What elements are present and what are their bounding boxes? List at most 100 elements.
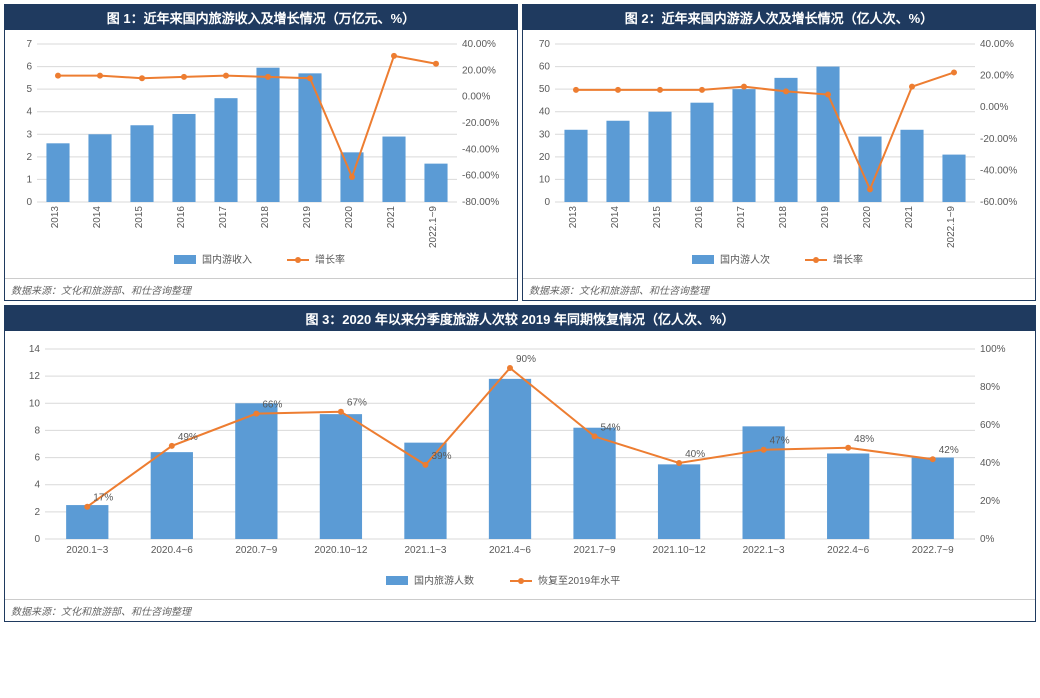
svg-text:2013: 2013 xyxy=(50,206,61,229)
svg-text:50: 50 xyxy=(539,84,551,95)
svg-text:40%: 40% xyxy=(685,449,705,460)
svg-text:2021.4~6: 2021.4~6 xyxy=(489,545,531,556)
svg-text:国内游人次: 国内游人次 xyxy=(720,253,770,266)
chart1-plot: 01234567-80.00%-60.00%-40.00%-20.00%0.00… xyxy=(5,30,517,278)
svg-text:54%: 54% xyxy=(601,422,621,433)
chart2-source: 数据来源：文化和旅游部、和仕咨询整理 xyxy=(523,278,1035,300)
chart3-source: 数据来源：文化和旅游部、和仕咨询整理 xyxy=(5,599,1035,621)
svg-text:2021.10~12: 2021.10~12 xyxy=(653,545,707,556)
svg-text:2015: 2015 xyxy=(134,206,145,229)
svg-text:2021.1~3: 2021.1~3 xyxy=(404,545,446,556)
svg-text:2021: 2021 xyxy=(904,206,915,229)
svg-text:70: 70 xyxy=(539,39,551,50)
svg-text:-60.00%: -60.00% xyxy=(980,197,1017,208)
svg-text:2018: 2018 xyxy=(260,206,271,229)
svg-text:0: 0 xyxy=(26,197,32,208)
chart2-plot: 010203040506070-60.00%-40.00%-20.00%0.00… xyxy=(523,30,1035,278)
svg-text:2016: 2016 xyxy=(176,206,187,229)
svg-text:40: 40 xyxy=(539,107,551,118)
svg-text:12: 12 xyxy=(29,371,41,382)
chart1-panel: 图 1：近年来国内旅游收入及增长情况（万亿元、%） 01234567-80.00… xyxy=(4,4,518,301)
svg-text:40.00%: 40.00% xyxy=(462,39,496,50)
svg-text:48%: 48% xyxy=(854,434,874,445)
svg-text:42%: 42% xyxy=(939,445,959,456)
svg-text:8: 8 xyxy=(34,425,40,436)
svg-text:-40.00%: -40.00% xyxy=(980,165,1017,176)
svg-text:49%: 49% xyxy=(178,432,198,443)
svg-text:2: 2 xyxy=(34,507,40,518)
svg-text:2022.1~9: 2022.1~9 xyxy=(428,206,439,248)
svg-text:10: 10 xyxy=(539,174,551,185)
chart2-title: 图 2：近年来国内游游人次及增长情况（亿人次、%） xyxy=(523,5,1035,30)
svg-text:7: 7 xyxy=(26,39,32,50)
svg-text:2015: 2015 xyxy=(652,206,663,229)
chart3-plot: 024681012140%20%40%60%80%100%17%49%66%67… xyxy=(5,331,1035,599)
chart3-panel: 图 3：2020 年以来分季度旅游人次较 2019 年同期恢复情况（亿人次、%）… xyxy=(4,305,1036,622)
svg-text:2013: 2013 xyxy=(568,206,579,229)
svg-text:2017: 2017 xyxy=(736,206,747,229)
svg-text:2021.7~9: 2021.7~9 xyxy=(574,545,616,556)
svg-text:10: 10 xyxy=(29,398,41,409)
svg-text:2017: 2017 xyxy=(218,206,229,229)
svg-text:2022.4~6: 2022.4~6 xyxy=(827,545,869,556)
svg-text:0: 0 xyxy=(34,534,40,545)
svg-text:2022.1~3: 2022.1~3 xyxy=(743,545,785,556)
svg-text:4: 4 xyxy=(34,480,40,491)
chart2-panel: 图 2：近年来国内游游人次及增长情况（亿人次、%） 0 10 20 30 40 50 60 7… xyxy=(522,4,1036,301)
svg-text:恢复至2019年水平: 恢复至2019年水平 xyxy=(538,574,620,587)
svg-text:100%: 100% xyxy=(980,344,1006,355)
svg-text:20.00%: 20.00% xyxy=(980,71,1014,82)
svg-text:2020.10~12: 2020.10~12 xyxy=(314,545,368,556)
svg-text:17%: 17% xyxy=(93,493,113,504)
chart1-title: 图 1：近年来国内旅游收入及增长情况（万亿元、%） xyxy=(5,5,517,30)
svg-text:47%: 47% xyxy=(770,436,790,447)
svg-text:5: 5 xyxy=(26,84,32,95)
svg-text:90%: 90% xyxy=(516,354,536,365)
svg-text:2019: 2019 xyxy=(820,206,831,229)
svg-text:20: 20 xyxy=(539,152,551,163)
svg-text:66%: 66% xyxy=(262,400,282,411)
svg-text:2014: 2014 xyxy=(92,206,103,229)
svg-text:67%: 67% xyxy=(347,398,367,409)
chart1-source: 数据来源：文化和旅游部、和仕咨询整理 xyxy=(5,278,517,300)
svg-text:20.00%: 20.00% xyxy=(462,65,496,76)
svg-text:60%: 60% xyxy=(980,420,1000,431)
chart3-title: 图 3：2020 年以来分季度旅游人次较 2019 年同期恢复情况（亿人次、%） xyxy=(5,306,1035,331)
svg-text:2020.7~9: 2020.7~9 xyxy=(235,545,277,556)
svg-text:国内游收入: 国内游收入 xyxy=(202,253,252,266)
svg-text:2014: 2014 xyxy=(610,206,621,229)
svg-text:-60.00%: -60.00% xyxy=(462,171,499,182)
svg-text:40.00%: 40.00% xyxy=(980,39,1014,50)
svg-text:增长率: 增长率 xyxy=(833,253,863,266)
svg-text:80%: 80% xyxy=(980,382,1000,393)
svg-text:0%: 0% xyxy=(980,534,995,545)
svg-text:0: 0 xyxy=(544,197,550,208)
svg-text:20%: 20% xyxy=(980,496,1000,507)
svg-text:2020: 2020 xyxy=(862,206,873,229)
svg-text:14: 14 xyxy=(29,344,41,355)
svg-text:-40.00%: -40.00% xyxy=(462,144,499,155)
svg-text:2020.1~3: 2020.1~3 xyxy=(66,545,108,556)
svg-text:增长率: 增长率 xyxy=(315,253,345,266)
svg-text:2022.1~9: 2022.1~9 xyxy=(946,206,957,248)
svg-text:国内旅游人数: 国内旅游人数 xyxy=(414,574,474,587)
svg-text:2020: 2020 xyxy=(344,206,355,229)
svg-text:2019: 2019 xyxy=(302,206,313,229)
svg-text:30: 30 xyxy=(539,129,551,140)
svg-text:3: 3 xyxy=(26,129,32,140)
svg-text:2: 2 xyxy=(26,152,32,163)
svg-text:0.00%: 0.00% xyxy=(980,102,1008,113)
svg-text:1: 1 xyxy=(26,174,32,185)
svg-text:2018: 2018 xyxy=(778,206,789,229)
svg-text:40%: 40% xyxy=(980,458,1000,469)
svg-text:60: 60 xyxy=(539,62,551,73)
svg-text:0.00%: 0.00% xyxy=(462,92,490,103)
svg-text:-80.00%: -80.00% xyxy=(462,197,499,208)
svg-text:39%: 39% xyxy=(431,451,451,462)
svg-text:2016: 2016 xyxy=(694,206,705,229)
svg-text:-20.00%: -20.00% xyxy=(462,118,499,129)
svg-text:2022.7~9: 2022.7~9 xyxy=(912,545,954,556)
svg-text:2021: 2021 xyxy=(386,206,397,229)
svg-text:2020.4~6: 2020.4~6 xyxy=(151,545,193,556)
svg-text:4: 4 xyxy=(26,107,32,118)
